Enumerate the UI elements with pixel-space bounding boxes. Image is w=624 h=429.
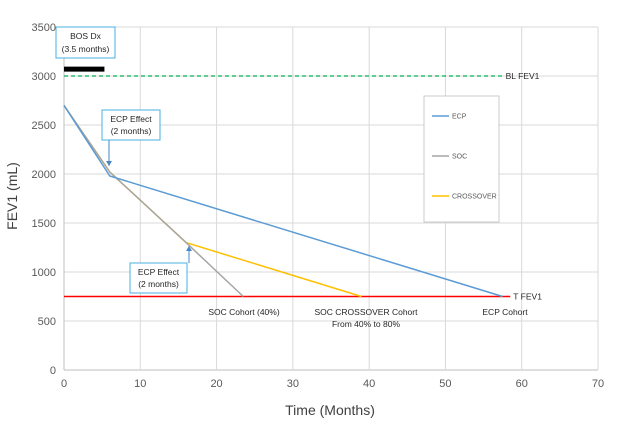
x-tick-label: 50 xyxy=(439,378,451,390)
bos-dx-box xyxy=(55,26,116,59)
legend: ECP SOC CROSSOVER xyxy=(423,95,500,223)
x-tick-label: 0 xyxy=(61,378,67,390)
x-tick-labels: 0 10 20 30 40 50 60 70 xyxy=(61,378,604,390)
ecp-effect-box-1 xyxy=(101,109,161,141)
y-tick-label: 2000 xyxy=(32,169,56,181)
t-fev1-label: T FEV1 xyxy=(513,292,542,302)
ecp-effect-callout-2: ECP Effect (2 months) xyxy=(129,262,188,294)
bos-dx-line-2: (3.5 months) xyxy=(62,44,110,54)
bos-dx-line-1: BOS Dx xyxy=(70,31,101,41)
ecp-effect-callout-1: ECP Effect (2 months) xyxy=(101,109,161,141)
ecp-effect-arrow-2-head xyxy=(186,246,192,251)
crossover-cohort-line-2: From 40% to 80% xyxy=(332,319,400,329)
arrows xyxy=(106,140,192,263)
soc-cohort-label: SOC Cohort (40%) xyxy=(208,307,279,317)
x-tick-label: 30 xyxy=(287,378,299,390)
ecp-effect-1-line-2: (2 months) xyxy=(111,126,152,136)
y-tick-labels: 0 500 1000 1500 2000 2500 3000 3500 xyxy=(32,22,56,377)
ecp-effect-box-2 xyxy=(129,262,188,294)
ecp-effect-1-line-1: ECP Effect xyxy=(110,114,152,124)
bl-fev1-label: BL FEV1 xyxy=(506,71,540,81)
y-axis-title: FEV1 (mL) xyxy=(4,162,20,230)
series-line-ecp xyxy=(63,104,503,298)
reference-lines: BL FEV1 T FEV1 xyxy=(64,66,542,302)
ecp-cohort-label: ECP Cohort xyxy=(482,307,528,317)
x-tick-label: 20 xyxy=(210,378,222,390)
x-tick-label: 10 xyxy=(134,378,146,390)
legend-label-ecp: ECP xyxy=(452,114,467,121)
legend-label-crossover: CROSSOVER xyxy=(452,194,497,201)
x-tick-label: 60 xyxy=(516,378,528,390)
y-tick-label: 0 xyxy=(50,365,56,377)
series-lines xyxy=(63,104,503,298)
legend-box xyxy=(423,95,500,223)
bos-dx-callout: BOS Dx (3.5 months) xyxy=(55,26,116,59)
y-tick-label: 500 xyxy=(38,316,56,328)
y-tick-label: 1000 xyxy=(32,267,56,279)
y-tick-label: 1500 xyxy=(32,218,56,230)
ecp-effect-2-line-2: (2 months) xyxy=(138,279,179,289)
x-axis-title: Time (Months) xyxy=(285,402,375,418)
y-tick-label: 2500 xyxy=(32,120,56,132)
ecp-effect-2-line-1: ECP Effect xyxy=(138,267,180,277)
y-tick-label: 3500 xyxy=(32,22,56,34)
crossover-cohort-line-1: SOC CROSSOVER Cohort xyxy=(315,307,419,317)
legend-label-soc: SOC xyxy=(452,154,467,161)
x-tick-label: 40 xyxy=(363,378,375,390)
y-tick-label: 3000 xyxy=(32,71,56,83)
x-tick-label: 70 xyxy=(592,378,604,390)
ecp-effect-arrow-1-head xyxy=(106,161,112,166)
series-line-soc xyxy=(63,104,244,298)
